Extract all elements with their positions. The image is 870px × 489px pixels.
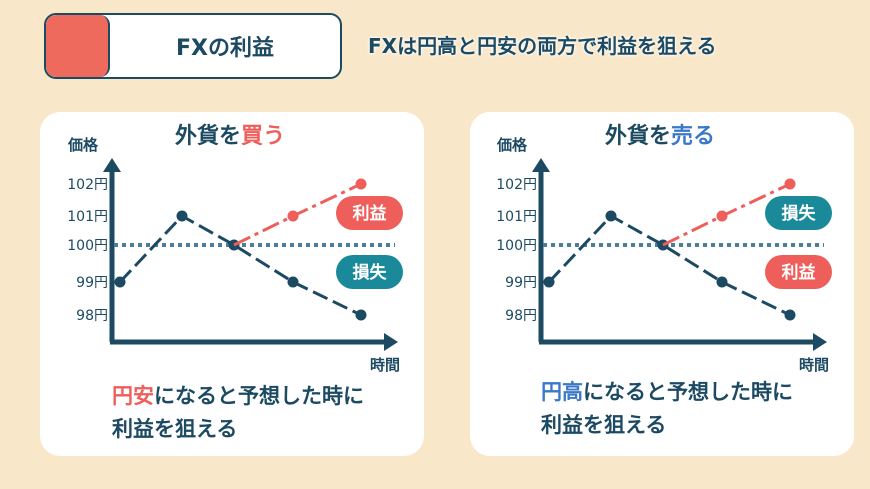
title-action: 売る	[671, 124, 716, 149]
x-axis-label: 時間	[370, 356, 400, 374]
badge-profit	[336, 196, 403, 230]
y-tick-label: 102円	[496, 177, 537, 193]
buy-panel-title: 外貨を買う	[110, 118, 350, 150]
y-tick-label: 100円	[496, 238, 537, 254]
data-point	[355, 178, 367, 190]
y-tick-label: 102円	[67, 177, 108, 193]
title-accent	[46, 15, 110, 77]
y-axis-label: 価格	[67, 136, 99, 154]
data-point	[114, 276, 126, 288]
series-line	[118, 214, 362, 317]
y-axis-arrow	[532, 158, 550, 172]
title-prefix: 外貨を	[604, 124, 671, 149]
caption-text: 利益を狙える	[541, 413, 667, 437]
y-tick-label: 101円	[67, 209, 108, 225]
data-point	[784, 178, 796, 190]
badge-loss	[336, 255, 403, 289]
data-point	[543, 276, 555, 288]
badge-label: 利益	[782, 262, 816, 283]
y-tick-label: 98円	[505, 308, 537, 324]
x-axis-arrow	[384, 333, 398, 351]
sell-panel-title: 外貨を売る	[540, 118, 780, 150]
data-point	[355, 309, 367, 321]
badge-label: 利益	[353, 203, 387, 224]
data-point	[784, 309, 796, 321]
badge-profit	[765, 255, 832, 289]
data-point	[176, 210, 188, 222]
y-tick-label: 101円	[496, 209, 537, 225]
x-axis-arrow	[813, 333, 827, 351]
data-point	[287, 210, 299, 222]
data-point	[605, 210, 617, 222]
series-line	[547, 214, 791, 317]
caption-highlight: 円高	[541, 380, 583, 404]
x-axis-label: 時間	[799, 356, 829, 374]
caption-text: 利益を狙える	[112, 417, 238, 441]
badge-label: 損失	[782, 203, 817, 224]
title-prefix: 外貨を	[174, 124, 241, 149]
data-point	[716, 210, 728, 222]
y-axis-label: 価格	[496, 136, 528, 154]
title-box: FXの利益	[44, 13, 342, 79]
y-tick-label: 98円	[76, 308, 108, 324]
y-tick-label: 100円	[67, 238, 108, 254]
page-subtitle: FXは円高と円安の両方で利益を狙える	[368, 34, 717, 58]
page-title: FXの利益	[176, 36, 274, 61]
y-axis-arrow	[103, 158, 121, 172]
data-point	[716, 276, 728, 288]
title-action: 買う	[241, 124, 286, 149]
data-point	[287, 276, 299, 288]
y-tick-label: 99円	[76, 275, 108, 291]
sell-caption: 円高になると予想した時に 利益を狙える	[541, 376, 793, 442]
caption-highlight: 円安	[112, 384, 154, 408]
caption-text: になると予想した時に	[583, 380, 793, 404]
y-tick-label: 99円	[505, 275, 537, 291]
caption-text: になると予想した時に	[154, 384, 364, 408]
badge-loss	[765, 196, 832, 230]
buy-caption: 円安になると予想した時に 利益を狙える	[112, 380, 364, 446]
badge-label: 損失	[353, 262, 388, 283]
